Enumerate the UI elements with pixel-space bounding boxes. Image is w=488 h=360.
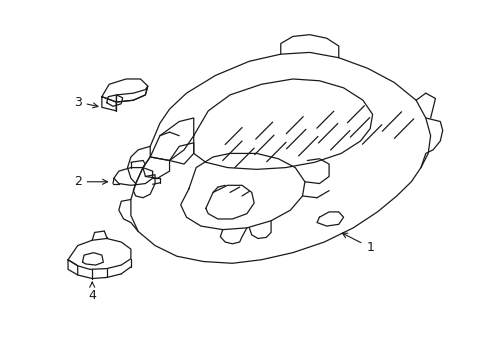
Text: 4: 4 — [88, 282, 96, 302]
Text: 3: 3 — [74, 95, 98, 108]
Text: 1: 1 — [342, 233, 373, 254]
Text: 2: 2 — [74, 175, 107, 188]
